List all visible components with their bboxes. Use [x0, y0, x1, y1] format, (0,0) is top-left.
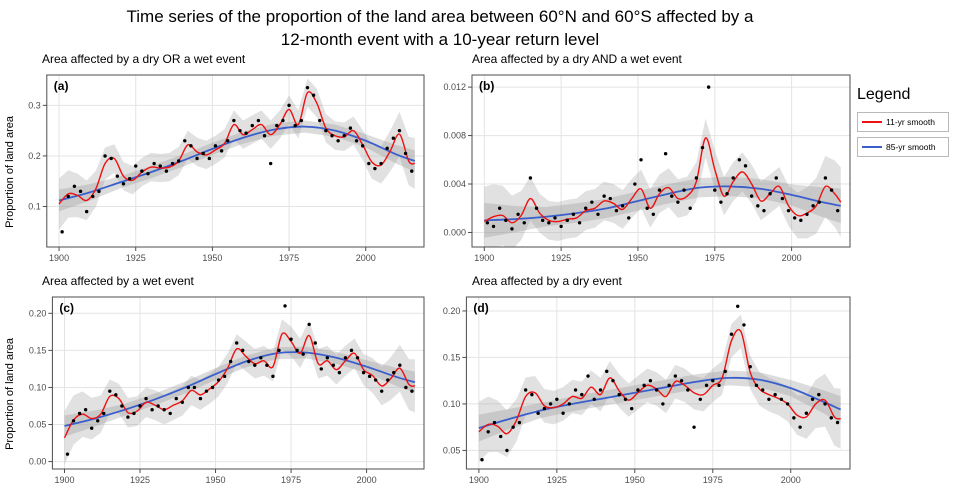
svg-text:2000: 2000: [356, 253, 376, 263]
svg-text:1975: 1975: [281, 475, 301, 485]
legend-item-85yr-label: 85-yr smooth: [886, 142, 936, 152]
svg-text:1975: 1975: [703, 475, 723, 485]
panel-b-title: Area affected by a dry AND a wet event: [472, 52, 682, 66]
legend-item-85yr: 85-yr smooth: [857, 137, 949, 157]
svg-text:0.00: 0.00: [29, 457, 47, 467]
svg-text:0.05: 0.05: [443, 445, 461, 455]
svg-text:0.012: 0.012: [443, 82, 466, 92]
panel-c-ylabel-wrap: Proportion of land area: [2, 291, 18, 496]
svg-text:0.20: 0.20: [29, 308, 47, 318]
panel-c-ylabel: Proportion of land area: [4, 337, 16, 450]
svg-text:0.20: 0.20: [443, 306, 461, 316]
legend-title: Legend: [857, 86, 911, 103]
panel-a-ylabel: Proportion of land area: [4, 115, 16, 228]
svg-text:0.10: 0.10: [29, 382, 47, 392]
svg-text:0.008: 0.008: [443, 131, 466, 141]
panel-a-title: Area affected by a dry OR a wet event: [42, 52, 246, 66]
chart-d: 0.05 0.10 0.15 0.20 1900 1925 1950 1975 2000 (d): [443, 296, 851, 485]
svg-text:1900: 1900: [49, 253, 69, 263]
blue-line-swatch: [862, 146, 882, 148]
svg-text:(a): (a): [54, 79, 69, 93]
legend: Legend 11-yr smooth 85-yr smooth: [857, 86, 957, 162]
svg-text:(c): (c): [59, 301, 74, 315]
svg-text:0.3: 0.3: [28, 100, 41, 110]
chart-b: 0.000 0.004 0.008 0.012 1900 1925 1950 1975 2000…: [443, 74, 851, 263]
svg-text:0.10: 0.10: [443, 399, 461, 409]
panel-a: Area affected by a dry OR a wet event Pr…: [2, 52, 432, 274]
legend-item-11yr-label: 11-yr smooth: [886, 117, 935, 127]
svg-text:1900: 1900: [469, 475, 489, 485]
panel-a-ylabel-wrap: Proportion of land area: [2, 69, 18, 274]
red-line-swatch: [862, 121, 882, 123]
svg-text:1925: 1925: [126, 253, 146, 263]
svg-text:0.1: 0.1: [28, 202, 41, 212]
svg-text:1900: 1900: [474, 253, 494, 263]
svg-text:0.000: 0.000: [443, 227, 466, 237]
chart-a: 0.1 0.2 0.3 1900 1925 1950 1975 2000 (a): [28, 74, 425, 263]
svg-text:(d): (d): [473, 301, 488, 315]
svg-text:1950: 1950: [625, 475, 645, 485]
svg-text:1925: 1925: [551, 253, 571, 263]
svg-text:0.15: 0.15: [29, 345, 47, 355]
svg-text:1950: 1950: [628, 253, 648, 263]
panel-d: Area affected by a dry event 0.05 0.10 0.1…: [432, 274, 860, 496]
svg-text:2000: 2000: [781, 475, 801, 485]
svg-text:1950: 1950: [206, 475, 226, 485]
panel-d-title: Area affected by a dry event: [472, 274, 622, 288]
svg-text:1975: 1975: [279, 253, 299, 263]
svg-text:1925: 1925: [130, 475, 150, 485]
panel-c: Area affected by a wet event Proportion …: [2, 274, 432, 496]
svg-text:2000: 2000: [357, 475, 377, 485]
panel-grid: Area affected by a dry OR a wet event Pr…: [2, 52, 860, 496]
panel-b: Area affected by a dry AND a wet event 0…: [432, 52, 860, 274]
svg-text:0.004: 0.004: [443, 179, 466, 189]
figure-title: Time series of the proportion of the lan…: [0, 6, 880, 52]
svg-text:(b): (b): [479, 79, 494, 93]
panel-c-title: Area affected by a wet event: [42, 274, 194, 288]
chart-c: 0.00 0.05 0.10 0.15 0.20 1900 1925 1950 1975 2000…: [29, 296, 425, 485]
svg-text:1975: 1975: [705, 253, 725, 263]
svg-text:1900: 1900: [54, 475, 74, 485]
svg-text:0.05: 0.05: [29, 420, 47, 430]
legend-item-11yr: 11-yr smooth: [857, 112, 949, 132]
svg-text:2000: 2000: [782, 253, 802, 263]
svg-text:0.2: 0.2: [28, 151, 41, 161]
figure-title-line1: Time series of the proportion of the lan…: [126, 7, 754, 26]
svg-text:1950: 1950: [202, 253, 222, 263]
figure-title-line2: 12-month event with a 10-year return lev…: [280, 29, 600, 49]
svg-text:1925: 1925: [547, 475, 567, 485]
svg-text:0.15: 0.15: [443, 352, 461, 362]
